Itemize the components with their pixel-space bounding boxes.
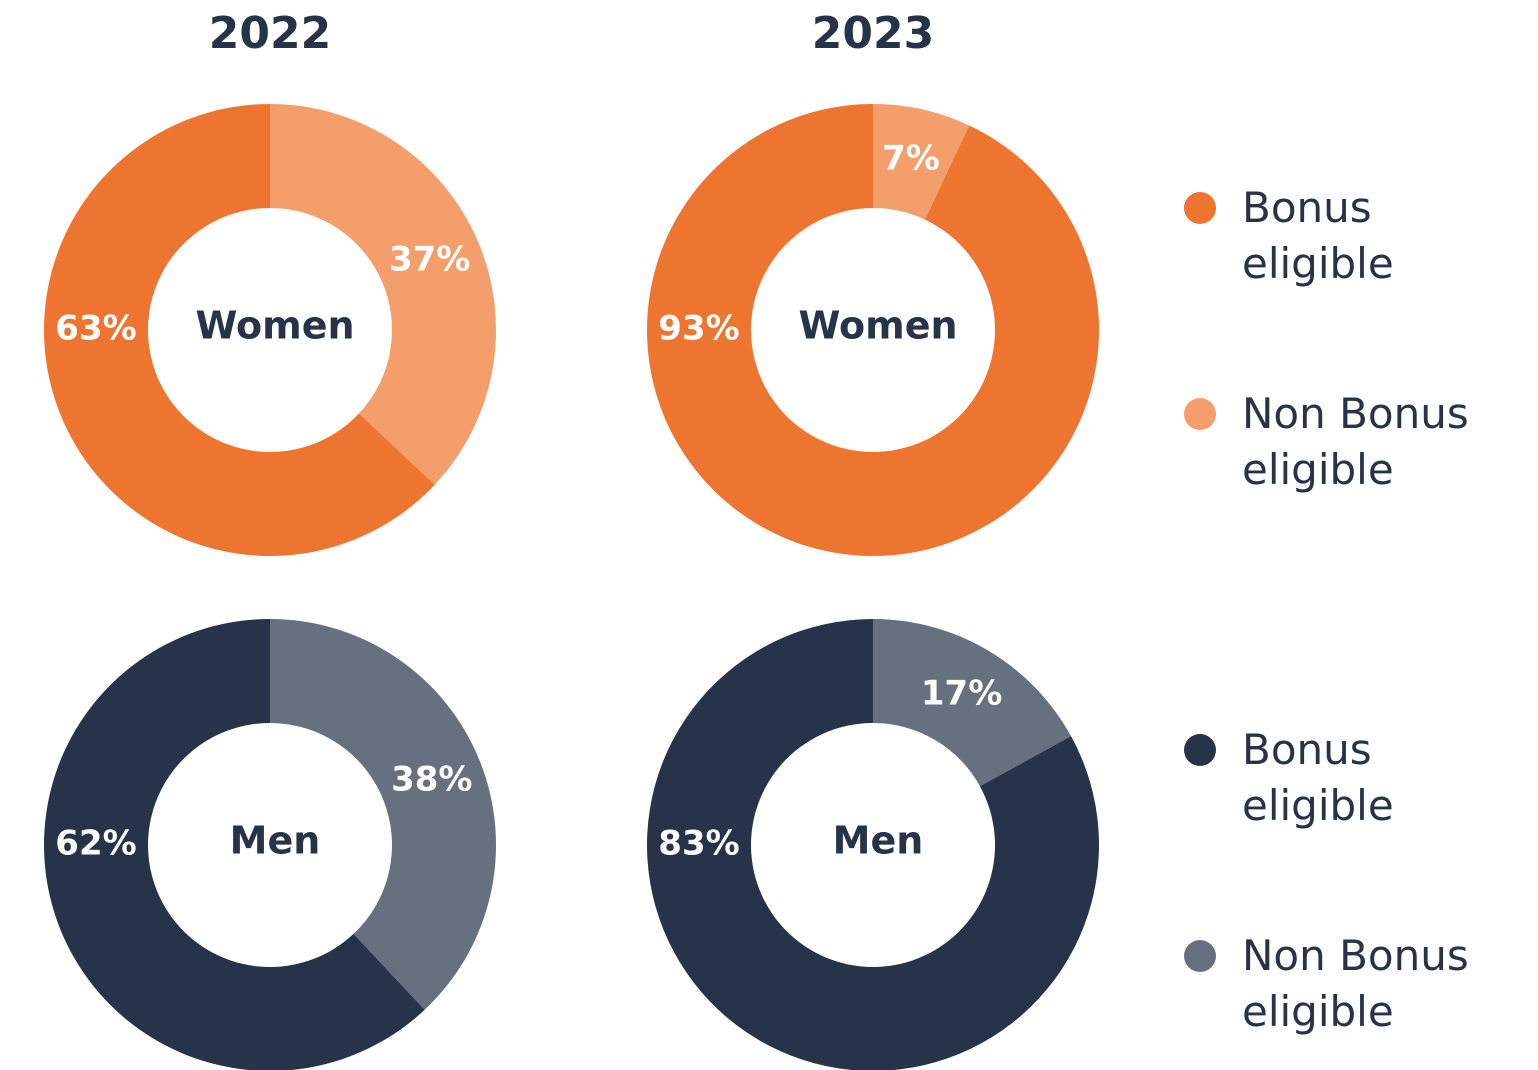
data-label: 38%: [391, 759, 472, 799]
center-label: Women: [798, 304, 957, 348]
donut-slice: [647, 619, 1099, 1070]
center-label: Men: [230, 819, 321, 863]
legend-item: Non Bonus eligible: [1184, 386, 1484, 498]
legend-label: Non Bonus eligible: [1242, 931, 1469, 1036]
donut-slice: [873, 104, 970, 220]
data-label: 83%: [658, 824, 739, 864]
legend-label: Bonus eligible: [1242, 725, 1394, 830]
legend-item: Bonus eligible: [1184, 180, 1484, 292]
data-label: 93%: [658, 309, 739, 349]
legend-swatch: [1184, 940, 1216, 972]
legend-swatch: [1184, 734, 1216, 766]
donut-slice: [44, 104, 435, 556]
center-label: Men: [833, 819, 924, 863]
legend-item: Non Bonus eligible: [1184, 928, 1484, 1040]
legend-label: Bonus eligible: [1242, 183, 1394, 288]
legend-swatch: [1184, 192, 1216, 224]
chart-title: 2022: [209, 8, 331, 59]
donut-slice: [270, 619, 496, 1010]
chart-title: 2023: [812, 8, 934, 59]
donut-slice: [44, 619, 425, 1070]
data-label: 7%: [882, 139, 940, 179]
donut-slice: [873, 619, 1072, 787]
legend-label: Non Bonus eligible: [1242, 389, 1469, 494]
data-label: 17%: [921, 674, 1002, 714]
center-label: Women: [195, 304, 354, 348]
legend-item: Bonus eligible: [1184, 722, 1484, 834]
data-label: 62%: [55, 824, 136, 864]
data-label: 37%: [389, 239, 470, 279]
donut-slice: [647, 104, 1100, 556]
legend-swatch: [1184, 398, 1216, 430]
donut-slice: [270, 104, 496, 485]
data-label: 63%: [55, 309, 136, 349]
